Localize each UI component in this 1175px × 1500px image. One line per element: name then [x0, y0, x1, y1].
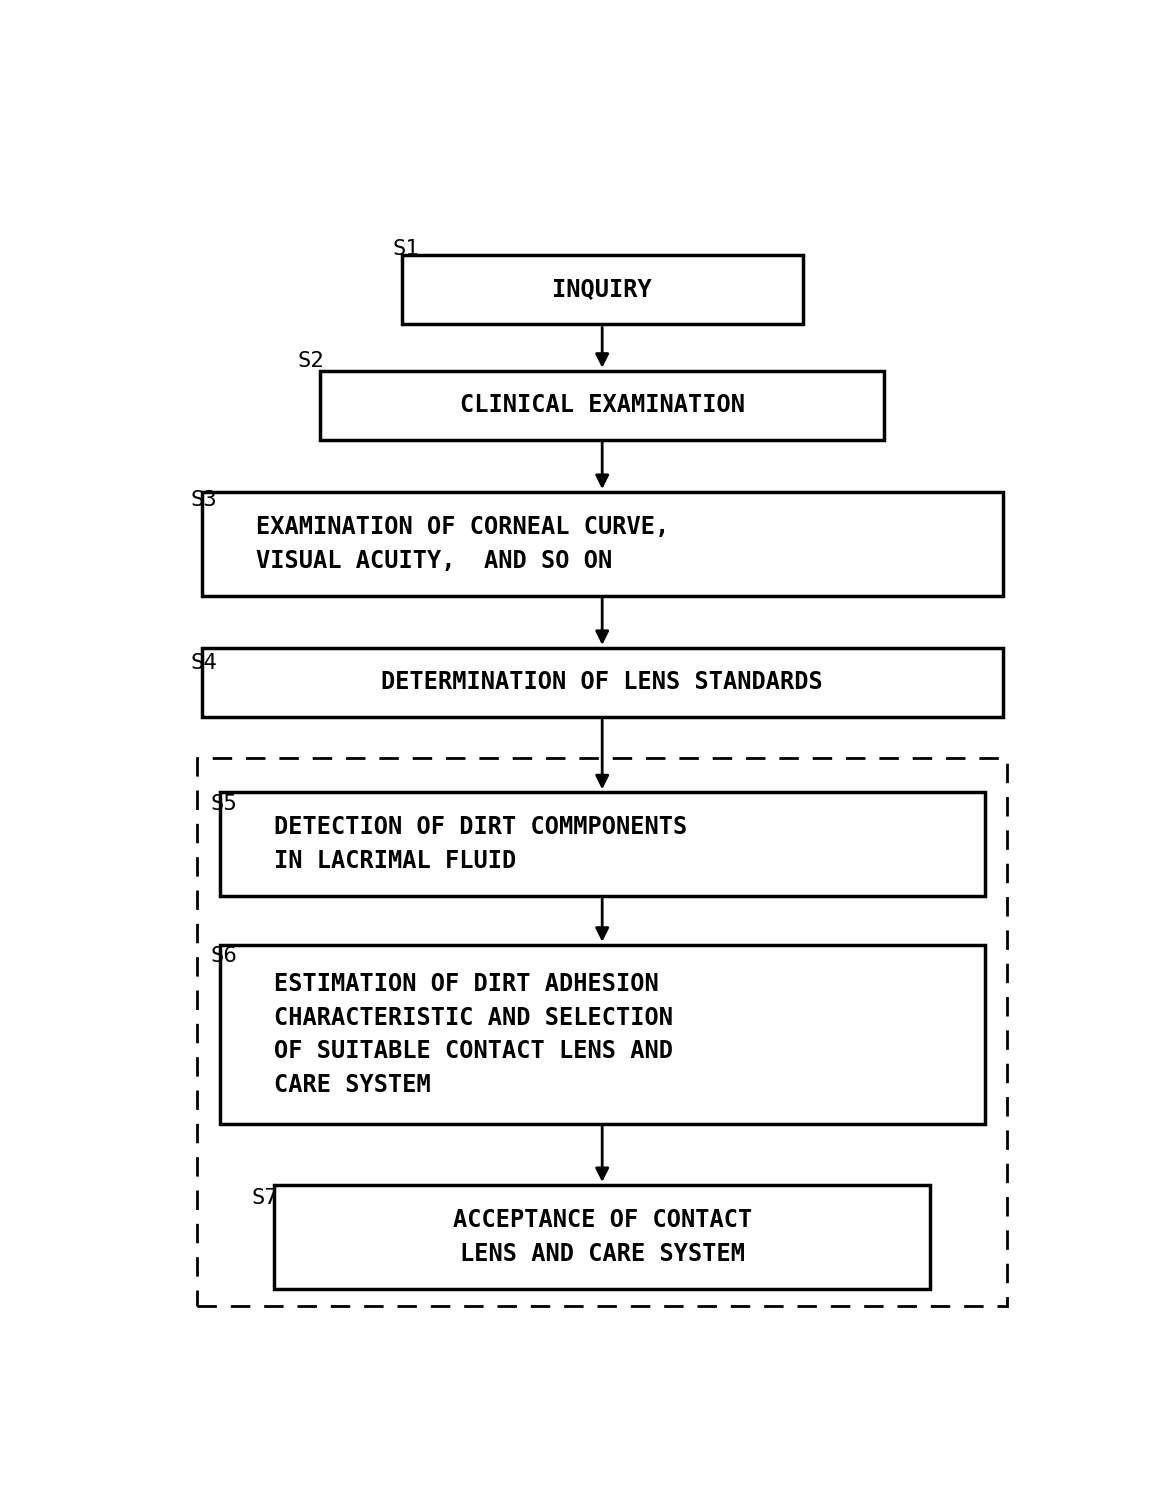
Bar: [402, 255, 803, 324]
Text: S6: S6: [210, 946, 237, 966]
Text: S2: S2: [297, 351, 324, 372]
Text: ACCEPTANCE OF CONTACT
LENS AND CARE SYSTEM: ACCEPTANCE OF CONTACT LENS AND CARE SYST…: [452, 1208, 752, 1266]
Bar: [320, 370, 885, 440]
Bar: [220, 792, 985, 895]
Bar: [220, 945, 985, 1124]
Bar: [197, 758, 1007, 1306]
Text: S1: S1: [392, 240, 419, 260]
Bar: [202, 492, 1002, 596]
Text: DETERMINATION OF LENS STANDARDS: DETERMINATION OF LENS STANDARDS: [382, 670, 822, 694]
Text: S3: S3: [190, 490, 217, 510]
Text: EXAMINATION OF CORNEAL CURVE,
VISUAL ACUITY,  AND SO ON: EXAMINATION OF CORNEAL CURVE, VISUAL ACU…: [256, 514, 670, 573]
Text: INQUIRY: INQUIRY: [552, 278, 652, 302]
Text: ESTIMATION OF DIRT ADHESION
CHARACTERISTIC AND SELECTION
OF SUITABLE CONTACT LEN: ESTIMATION OF DIRT ADHESION CHARACTERIST…: [275, 972, 673, 1096]
Text: DETECTION OF DIRT COMMPONENTS
IN LACRIMAL FLUID: DETECTION OF DIRT COMMPONENTS IN LACRIMA…: [275, 816, 687, 873]
Text: CLINICAL EXAMINATION: CLINICAL EXAMINATION: [459, 393, 745, 417]
Text: S4: S4: [190, 652, 217, 674]
Text: S7: S7: [251, 1188, 278, 1208]
Bar: [275, 1185, 931, 1288]
Text: S5: S5: [210, 794, 237, 813]
Bar: [202, 648, 1002, 717]
